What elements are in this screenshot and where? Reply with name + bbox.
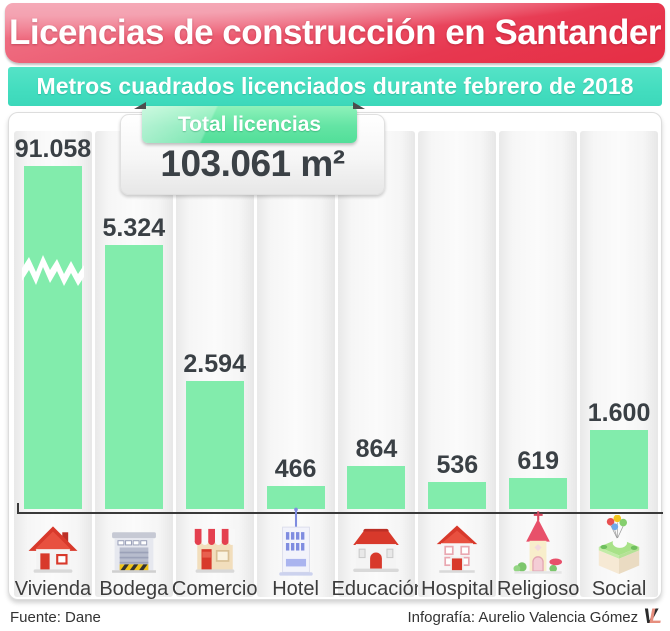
category-label: Vivienda [14, 578, 92, 600]
hospital-icon [418, 523, 496, 577]
axis-baseline [17, 512, 663, 514]
park-icon [580, 515, 658, 577]
credit-group: Infografía: Aurelio Valencia Gómez VL [407, 605, 662, 628]
bar [347, 466, 406, 509]
chart-column: 619 Religioso [497, 131, 579, 600]
warehouse-icon [95, 523, 173, 577]
source-text: Fuente: Dane [10, 608, 101, 626]
chart-card: 91.058 Vivienda 5.324 Bodega 2.594 [8, 112, 663, 600]
total-value: 103.061 m² [160, 143, 345, 184]
category-label: Social [591, 578, 647, 600]
page-title: Licencias de construcción en Santander [8, 13, 662, 52]
bar [185, 381, 244, 509]
subtitle-band: Metros cuadrados licenciados durante feb… [8, 67, 662, 106]
chart-column: 1.600 Social [580, 131, 658, 600]
axis-tick [17, 503, 19, 514]
bar [509, 478, 568, 509]
bar-value-label: 5.324 [102, 214, 166, 242]
category-label: Bodega [99, 578, 169, 600]
bar-value-label: 1.600 [587, 399, 651, 427]
bar [590, 430, 649, 509]
category-label: Hotel [272, 578, 319, 600]
chart-column: 2.594 Comercio [172, 131, 257, 600]
bar-value-label: 2.594 [183, 350, 246, 378]
page-subtitle: Metros cuadrados licenciados durante feb… [36, 73, 634, 99]
bar [21, 166, 84, 509]
hotel-icon [257, 507, 335, 577]
total-badge-label: Total licencias [177, 112, 322, 136]
header-banner: Licencias de construcción en Santander [5, 3, 665, 63]
vl-logo: VL [643, 605, 662, 628]
bar [104, 245, 163, 509]
chart-column: 5.324 Bodega [94, 131, 173, 600]
bar-value-label: 864 [355, 435, 398, 463]
category-label: Religioso [497, 578, 580, 600]
chart-column: 91.058 Vivienda [14, 131, 92, 600]
bar [266, 486, 325, 509]
category-label: Hospital [421, 578, 494, 600]
footer: Fuente: Dane Infografía: Aurelio Valenci… [10, 605, 662, 629]
bar-value-label: 91.058 [14, 135, 92, 163]
chart-column: 864 Educación [332, 131, 425, 600]
credit-text: Infografía: Aurelio Valencia Gómez [407, 608, 639, 626]
chart-column: 466 Hotel [256, 131, 335, 600]
chart-columns: 91.058 Vivienda 5.324 Bodega 2.594 [14, 131, 658, 600]
vl-logo-v: V [643, 605, 658, 628]
school-icon [338, 523, 416, 577]
chart-column: 536 Hospital [418, 131, 497, 600]
shop-icon [176, 523, 254, 577]
bar-value-label: 536 [436, 451, 479, 479]
category-label: Educación [331, 578, 425, 600]
vl-logo-l: L [649, 605, 662, 628]
house-icon [14, 523, 92, 577]
category-label: Comercio [171, 578, 258, 600]
total-badge: Total licencias [134, 102, 365, 143]
bar [428, 482, 487, 509]
bar-value-label: 466 [274, 455, 317, 483]
bar-value-label: 619 [517, 447, 560, 475]
church-icon [499, 511, 577, 577]
